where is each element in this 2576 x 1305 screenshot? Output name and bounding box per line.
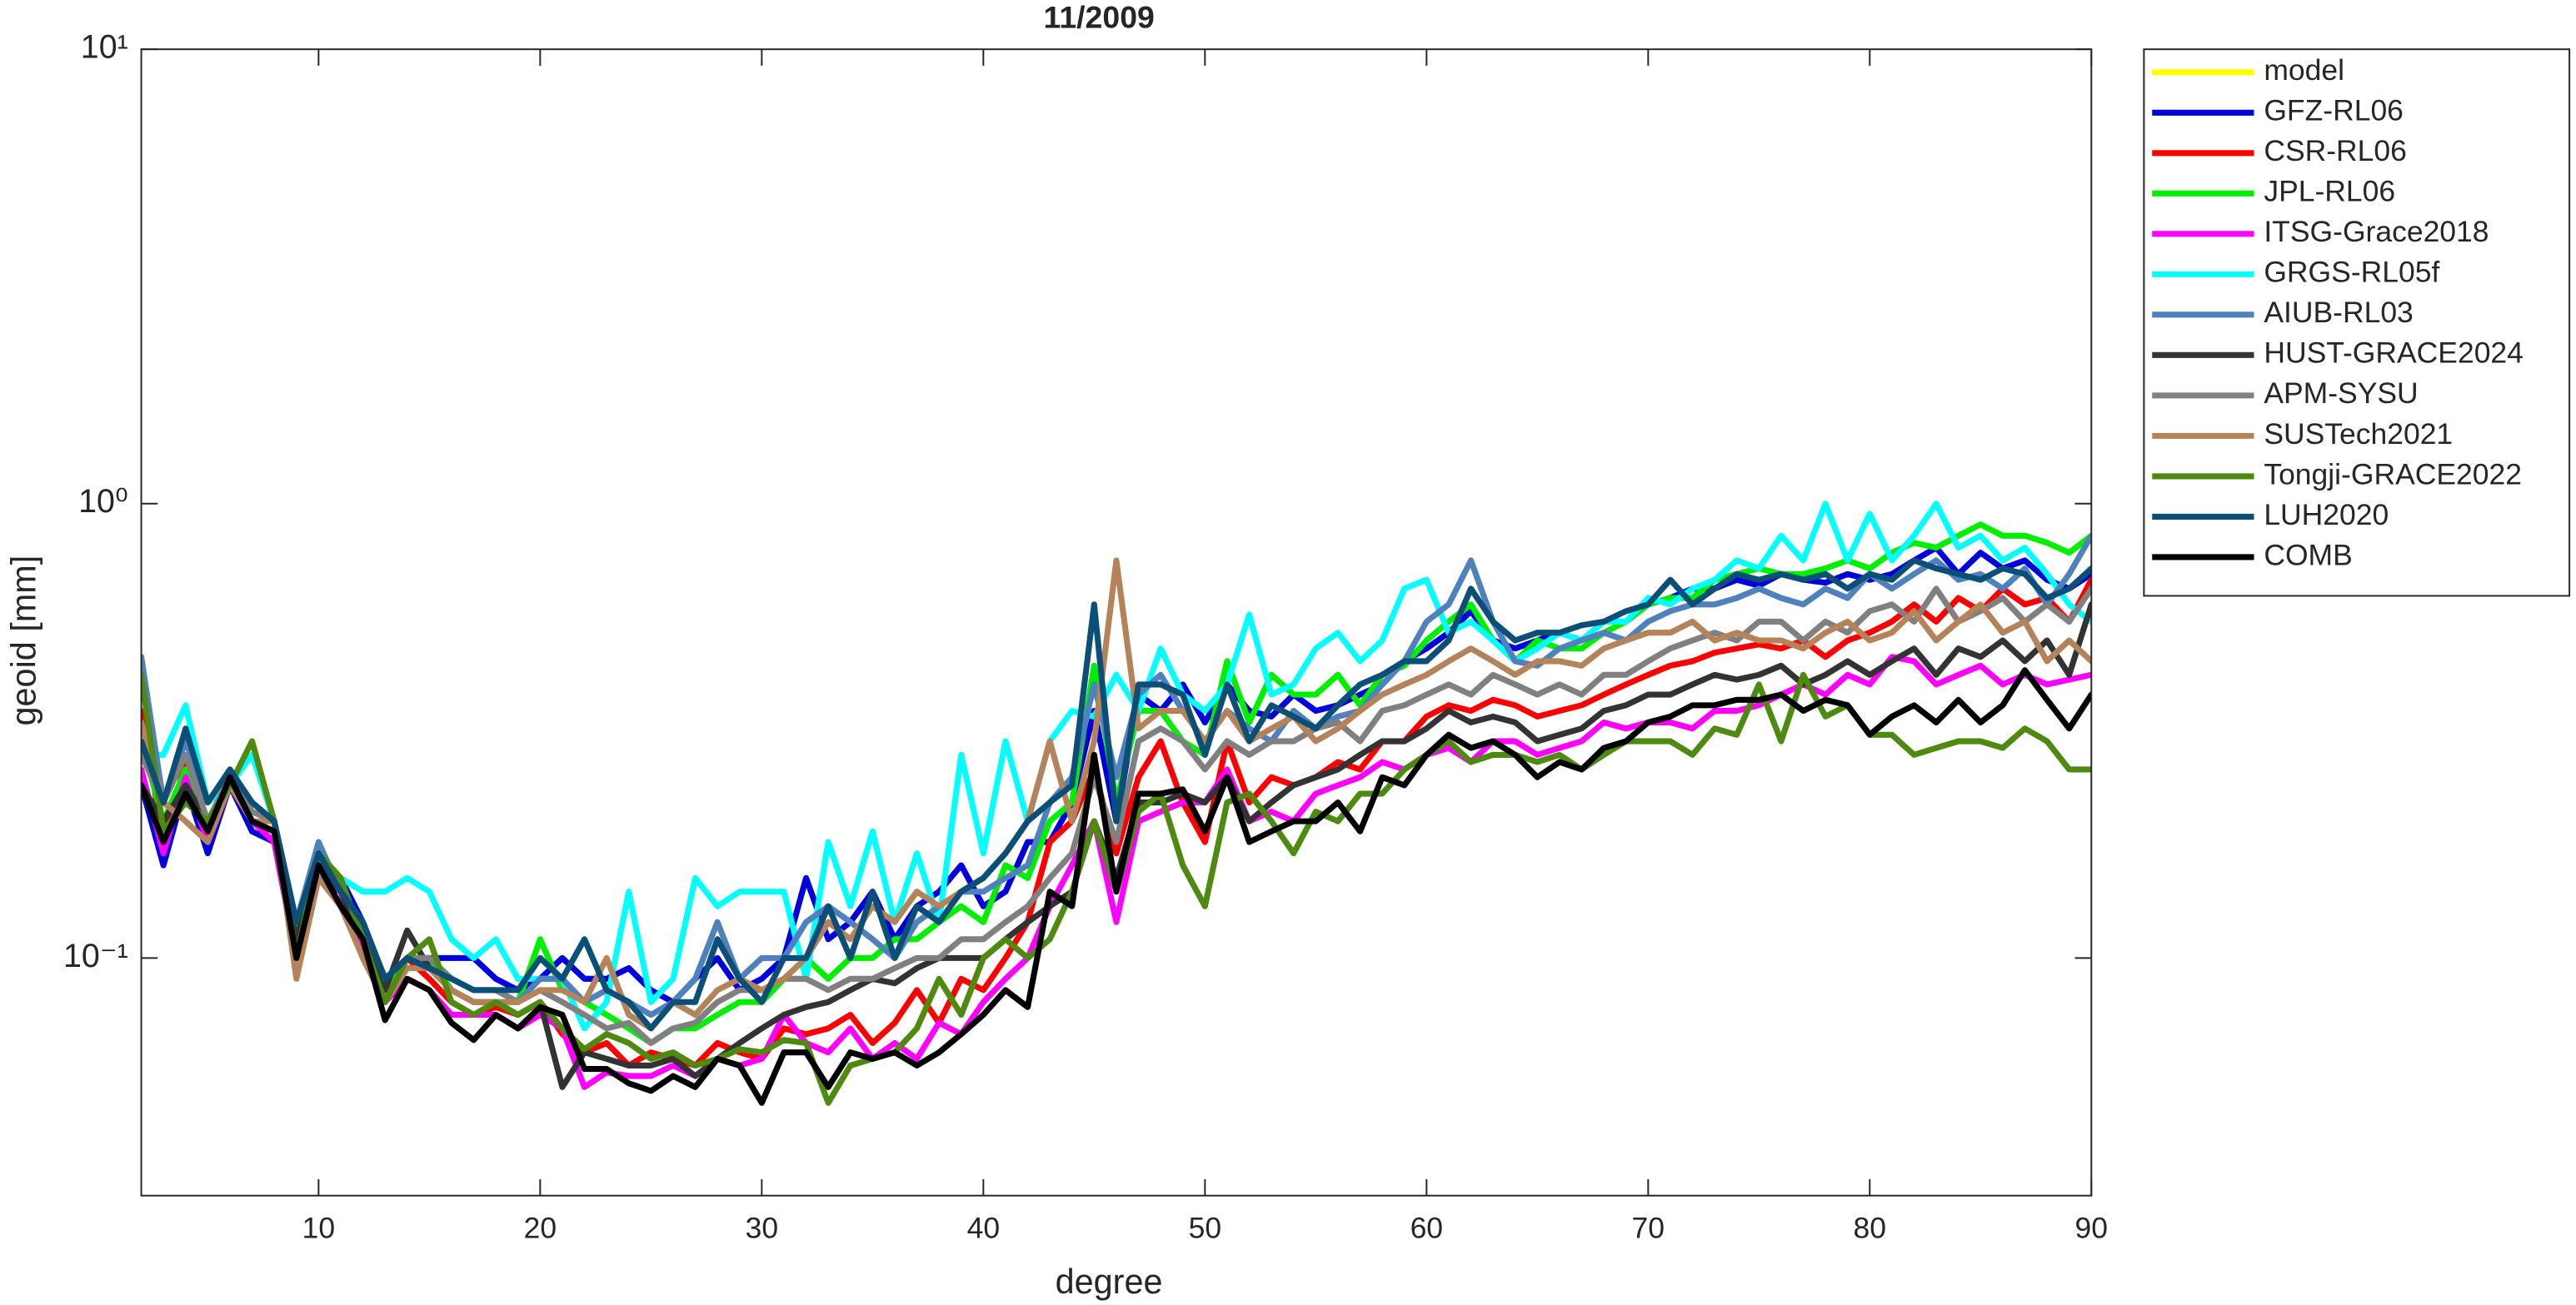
- x-tick-label: 80: [1854, 1211, 1886, 1244]
- legend-label: AIUB-RL03: [2264, 296, 2413, 329]
- x-tick-label: 50: [1189, 1211, 1221, 1244]
- legend-label: ITSG-Grace2018: [2264, 215, 2489, 248]
- plot-area: [141, 49, 2092, 1196]
- legend-box: [2143, 48, 2571, 597]
- legend-label: APM-SYSU: [2264, 376, 2418, 410]
- legend-label: JPL-RL06: [2264, 175, 2395, 208]
- y-tick-label: 10⁻¹: [63, 938, 128, 974]
- plot-frame: [140, 48, 2093, 1197]
- y-tick-label: 10¹: [81, 29, 128, 66]
- series-line: [141, 557, 2092, 1032]
- x-tick-label: 20: [524, 1211, 557, 1244]
- y-axis-label: geoid [mm]: [4, 555, 42, 726]
- legend-label: LUH2020: [2264, 498, 2389, 531]
- x-tick-label: 40: [967, 1211, 1000, 1244]
- legend-label: GFZ-RL06: [2264, 94, 2404, 127]
- legend-label: HUST-GRACE2024: [2264, 336, 2524, 370]
- legend-label: GRGS-RL05f: [2264, 256, 2439, 289]
- series-line: [141, 501, 2092, 1032]
- legend-label: Tongji-GRACE2022: [2264, 457, 2522, 491]
- x-tick-label: 60: [1410, 1211, 1443, 1244]
- legend-label: COMB: [2264, 538, 2352, 571]
- x-axis-label: degree: [1056, 1263, 1163, 1301]
- legend-label: model: [2264, 53, 2344, 87]
- series-layer: [141, 501, 2092, 1106]
- chart-title: 11/2009: [1044, 0, 1155, 35]
- legend-label: SUSTech2021: [2264, 417, 2453, 451]
- x-tick-label: 90: [2075, 1211, 2108, 1244]
- x-tick-label: 10: [302, 1211, 335, 1244]
- series-line: [141, 667, 2092, 1106]
- x-tick-label: 70: [1632, 1211, 1665, 1244]
- legend-label: CSR-RL06: [2264, 134, 2407, 167]
- x-tick-label: 30: [746, 1211, 778, 1244]
- legend: model GFZ-RL06 CSR-RL06 JPL-RL06 ITSG-Grace2…: [2143, 48, 2571, 597]
- y-tick-label: 10⁰: [78, 483, 128, 520]
- series-line: [141, 557, 2092, 1032]
